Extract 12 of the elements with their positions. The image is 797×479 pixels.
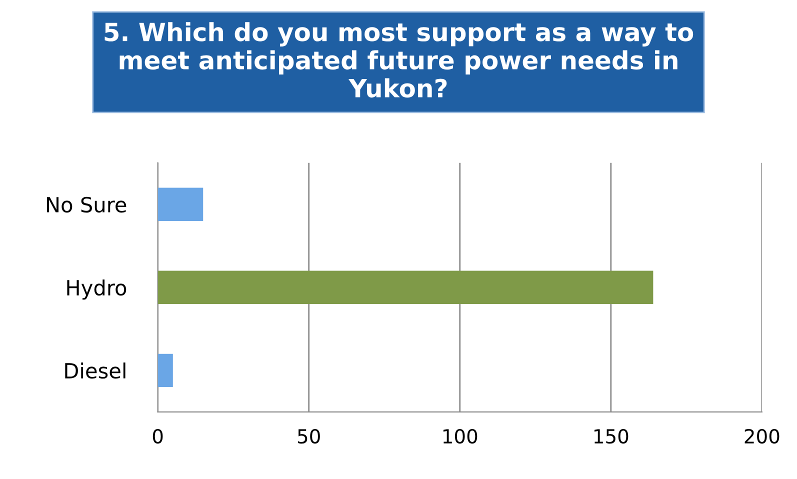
bar xyxy=(158,188,204,221)
x-tick-label: 150 xyxy=(594,428,628,444)
x-tick-label: 200 xyxy=(744,428,780,444)
y-tick-label: Diesel xyxy=(65,362,126,379)
x-tick-label: 0 xyxy=(152,428,163,444)
bar xyxy=(158,354,173,388)
bar xyxy=(158,270,654,304)
chart-title: 5. Which do you most support as a way to meet anticipated future power needs in Yukon? xyxy=(104,22,694,98)
y-tick-label: No Sure xyxy=(46,196,126,213)
x-tick-label: 50 xyxy=(298,428,320,444)
x-tick-label: 100 xyxy=(443,428,478,444)
y-tick-label: Hydro xyxy=(67,279,126,300)
